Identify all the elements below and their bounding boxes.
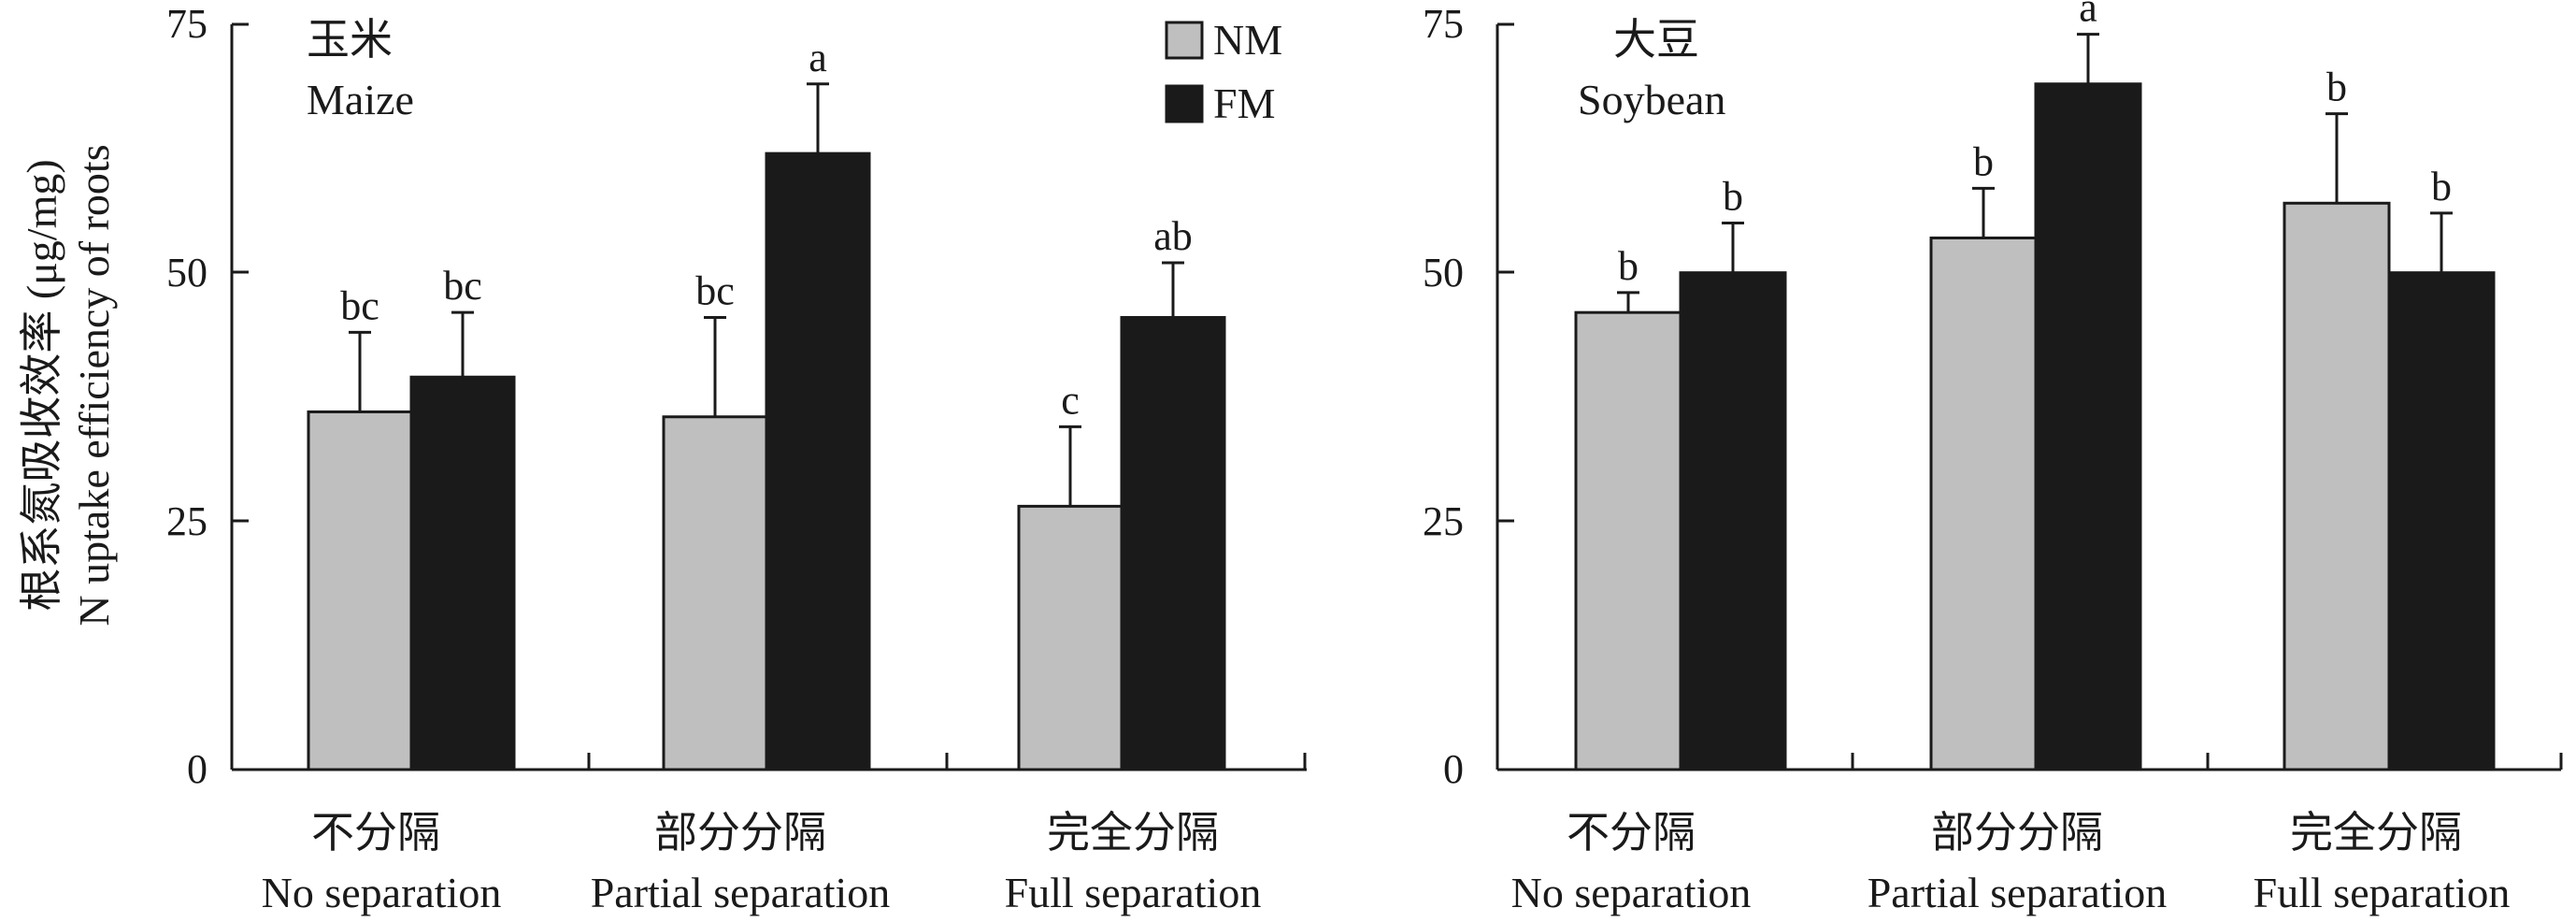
significance-label: a <box>809 35 827 80</box>
panel-title-cn: 玉米 <box>307 16 393 64</box>
significance-label: bc <box>695 267 735 313</box>
bar-nm <box>1574 310 1682 771</box>
legend: NM FM <box>1165 16 1282 127</box>
category-label-en: No separation <box>262 869 502 916</box>
panel-title-cn: 大豆 <box>1613 16 1699 64</box>
y-ticks: 0 25 50 75 <box>166 1 249 792</box>
y-tick-label: 0 <box>187 746 208 792</box>
significance-label: b <box>1618 243 1639 289</box>
category-label-cn: 部分分隔 <box>654 809 826 857</box>
y-axis-label-cn: 根系氮吸收效率 (μg/mg) <box>18 159 65 611</box>
category-label-en: Full separation <box>1005 869 1262 916</box>
panel-soybean: 大豆 Soybean 0 25 50 75 不分隔 No separation … <box>1423 0 2563 916</box>
y-ticks: 0 25 50 75 <box>1423 1 1514 792</box>
bar-nm <box>1929 236 2038 771</box>
legend-swatch-fm <box>1165 84 1204 123</box>
category-labels: 不分隔 No separation 部分分隔 Partial separatio… <box>1511 809 2511 916</box>
significance-label: b <box>1973 138 1994 184</box>
y-tick-label: 50 <box>1423 250 1464 295</box>
bar-nm <box>307 410 413 771</box>
significance-label: b <box>2431 164 2452 209</box>
bar-nm <box>1017 504 1123 771</box>
bar-fm <box>765 151 871 771</box>
panel-title-en: Maize <box>307 76 414 123</box>
bar-fm <box>409 375 516 771</box>
bar-nm <box>2283 201 2391 771</box>
x-ticks <box>587 753 1307 770</box>
category-label-cn: 不分隔 <box>311 809 440 857</box>
category-label-cn: 完全分隔 <box>1047 809 1219 857</box>
category-label-cn: 部分分隔 <box>1931 809 2103 857</box>
significance-label: a <box>2079 0 2097 31</box>
bar-nm <box>662 415 768 771</box>
significance-label: ab <box>1153 213 1193 259</box>
bars: bc bc c bc a ab <box>307 35 1226 771</box>
significance-label: b <box>2326 65 2347 110</box>
category-label-en: Partial separation <box>591 869 891 916</box>
legend-swatch-nm <box>1165 21 1204 60</box>
category-labels: 不分隔 No separation 部分分隔 Partial separatio… <box>262 809 1262 916</box>
category-label-cn: 完全分隔 <box>2290 809 2462 857</box>
significance-label: bc <box>340 282 379 328</box>
bar-fm <box>1120 315 1226 771</box>
panel-title-en: Soybean <box>1578 76 1725 123</box>
significance-label: bc <box>443 263 482 309</box>
panel-maize: 根系氮吸收效率 (μg/mg) N uptake efficiency of r… <box>18 1 1307 916</box>
bar-fm <box>2387 271 2496 771</box>
significance-label: b <box>1723 174 1743 220</box>
y-tick-label: 50 <box>166 250 208 295</box>
significance-label: c <box>1061 377 1080 423</box>
y-tick-label: 25 <box>166 498 208 544</box>
x-ticks <box>1851 753 2563 770</box>
y-tick-label: 75 <box>166 1 208 47</box>
bar-fm <box>2034 82 2142 771</box>
legend-label-fm: FM <box>1213 79 1275 127</box>
legend-label-nm: NM <box>1213 16 1282 64</box>
bar-fm <box>1679 271 1787 771</box>
category-label-en: Partial separation <box>1868 869 2168 916</box>
y-tick-label: 0 <box>1443 746 1464 792</box>
bars: b b b b a b <box>1574 0 2496 771</box>
category-label-en: No separation <box>1511 869 1752 916</box>
category-label-en: Full separation <box>2254 869 2511 916</box>
y-tick-label: 25 <box>1423 498 1464 544</box>
category-label-cn: 不分隔 <box>1567 809 1696 857</box>
y-tick-label: 75 <box>1423 1 1464 47</box>
y-axis-label-en: N uptake efficiency of roots <box>70 144 118 626</box>
